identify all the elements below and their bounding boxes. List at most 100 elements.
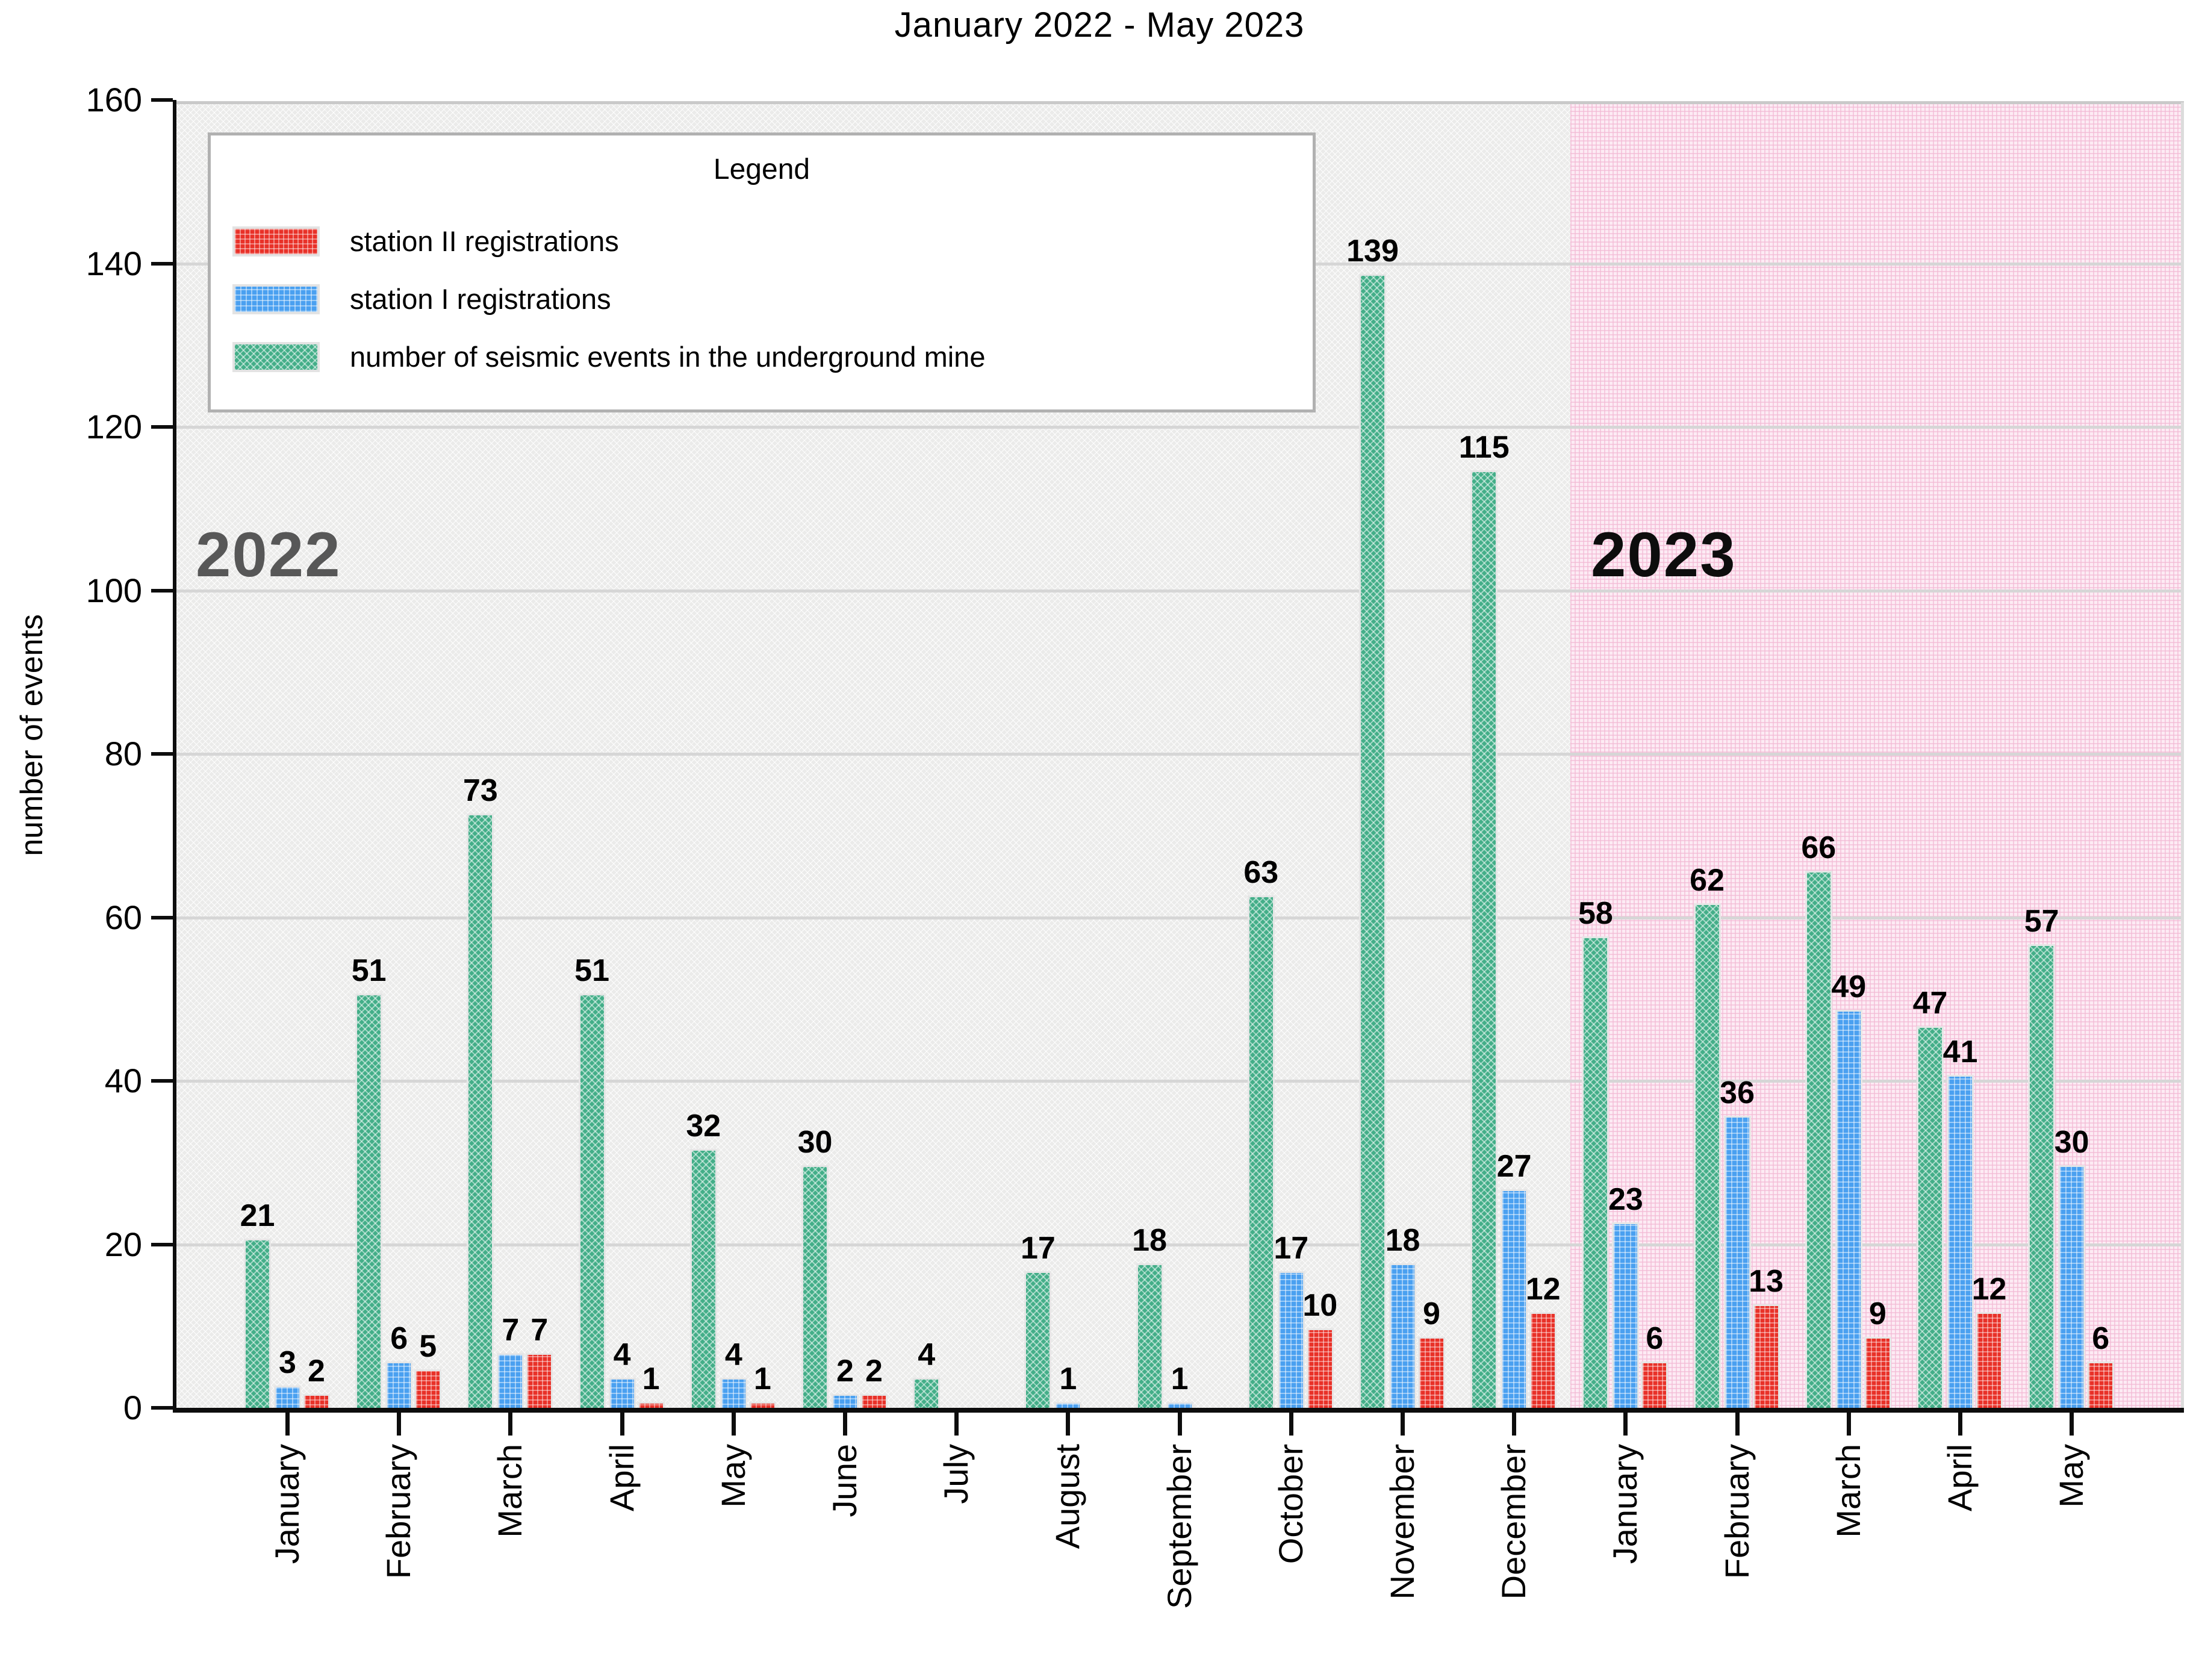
month-label-april-2023: April (1941, 1444, 1979, 1512)
chart-title: January 2022 - May 2023 (894, 5, 1305, 45)
month-label-february-2022: February (379, 1444, 418, 1579)
bar-value-seismic_events-january-2023: 58 (1578, 896, 1613, 931)
bar-value-station_ii-february-2022: 5 (419, 1329, 437, 1364)
bar-station_i-january-2023 (1612, 1222, 1640, 1410)
bar-value-station_ii-april-2022: 1 (642, 1361, 660, 1396)
bar-seismic_events-may-2022 (689, 1149, 717, 1410)
bar-station_i-april-2023 (1947, 1075, 1974, 1410)
bar-seismic_events-october-2022 (1247, 895, 1275, 1410)
gridline-120 (176, 426, 2184, 429)
month-label-may-2022: May (714, 1444, 752, 1508)
bar-value-station_i-september-2022: 1 (1171, 1361, 1189, 1396)
bar-value-seismic_events-february-2023: 62 (1690, 863, 1725, 898)
bar-station_i-september-2022 (1166, 1402, 1193, 1410)
y-axis-line (173, 100, 176, 1413)
bar-value-seismic_events-january-2022: 21 (240, 1198, 275, 1233)
x-axis-tick-5 (843, 1413, 847, 1436)
y-tick-label-100: 100 (86, 571, 142, 609)
bar-value-station_i-january-2023: 23 (1608, 1182, 1643, 1217)
bar-seismic_events-february-2023 (1693, 903, 1721, 1410)
bar-value-station_i-april-2022: 4 (613, 1337, 631, 1372)
x-axis-tick-9 (1289, 1413, 1293, 1436)
month-label-february-2023: February (1717, 1444, 1756, 1579)
bar-value-seismic_events-february-2022: 51 (351, 953, 387, 988)
month-label-october-2022: October (1271, 1444, 1310, 1564)
bar-seismic_events-january-2022 (244, 1239, 271, 1410)
x-axis-tick-11 (1512, 1413, 1517, 1436)
bar-value-station_i-february-2023: 36 (1720, 1075, 1755, 1110)
bar-station_ii-february-2022 (414, 1369, 442, 1410)
bar-station_i-february-2023 (1723, 1116, 1751, 1410)
gridline-80 (176, 753, 2184, 756)
y-tick-label-80: 80 (104, 735, 142, 773)
month-label-september-2022: September (1160, 1444, 1198, 1609)
bar-station_i-march-2023 (1835, 1010, 1862, 1410)
bar-seismic_events-march-2022 (467, 814, 494, 1410)
x-axis-tick-16 (2070, 1413, 2074, 1436)
year-label-2023: 2023 (1591, 520, 1737, 590)
bar-value-seismic_events-march-2023: 66 (1801, 830, 1837, 865)
y-axis-tick-160 (151, 98, 173, 102)
bar-station_i-may-2022 (720, 1378, 747, 1410)
month-label-july-2022: July (937, 1444, 975, 1504)
bar-value-station_i-november-2022: 18 (1385, 1223, 1420, 1258)
x-axis-tick-3 (620, 1413, 624, 1436)
bar-value-station_ii-march-2022: 7 (530, 1313, 549, 1348)
x-axis-tick-15 (1958, 1413, 1962, 1436)
bar-value-station_ii-october-2022: 10 (1302, 1288, 1338, 1323)
month-label-april-2022: April (602, 1444, 641, 1512)
legend-row-station-ii: station II registrations (232, 226, 1313, 257)
y-tick-label-20: 20 (104, 1225, 142, 1263)
bar-station_i-march-2022 (497, 1353, 524, 1410)
legend-row-station-i: station I registrations (232, 284, 1313, 315)
y-axis-tick-80 (151, 752, 173, 756)
bar-value-station_i-may-2023: 30 (2054, 1125, 2089, 1160)
bar-value-station_i-march-2022: 7 (502, 1313, 520, 1348)
y-axis-title: number of events (14, 614, 49, 856)
bar-value-seismic_events-june-2022: 30 (797, 1125, 833, 1160)
y-axis-tick-0 (151, 1406, 173, 1410)
bar-value-station_i-january-2022: 3 (279, 1345, 296, 1380)
legend-label-seismic-events: number of seismic events in the undergro… (350, 341, 986, 373)
bar-seismic_events-september-2022 (1136, 1263, 1163, 1410)
legend-label-station-ii: station II registrations (350, 225, 619, 257)
bar-value-station_i-october-2022: 17 (1274, 1231, 1309, 1266)
y-tick-label-140: 140 (86, 244, 142, 282)
gridline-100 (176, 589, 2184, 593)
bar-value-station_i-may-2022: 4 (724, 1337, 742, 1372)
bar-station_ii-november-2022 (1418, 1337, 1445, 1410)
x-axis-tick-6 (954, 1413, 959, 1436)
bar-value-station_i-august-2022: 1 (1059, 1361, 1077, 1396)
bar-station_ii-december-2022 (1529, 1312, 1557, 1410)
bar-value-seismic_events-november-2022: 139 (1346, 234, 1399, 269)
x-axis-tick-4 (731, 1413, 736, 1436)
x-axis-tick-0 (285, 1413, 290, 1436)
bar-value-seismic_events-july-2022: 4 (918, 1337, 936, 1372)
bar-seismic_events-july-2022 (913, 1378, 941, 1410)
bar-value-station_ii-february-2023: 13 (1749, 1264, 1784, 1299)
bar-station_ii-may-2022 (748, 1402, 776, 1410)
bar-value-seismic_events-august-2022: 17 (1020, 1231, 1056, 1266)
bar-value-seismic_events-may-2023: 57 (2024, 904, 2059, 939)
gridline-60 (176, 916, 2184, 919)
y-axis-tick-40 (151, 1079, 173, 1083)
bar-station_i-october-2022 (1277, 1271, 1305, 1410)
month-label-january-2023: January (1606, 1444, 1644, 1564)
bar-seismic_events-may-2023 (2028, 944, 2056, 1410)
legend-row-seismic-events: number of seismic events in the undergro… (232, 341, 1313, 373)
x-axis-tick-10 (1401, 1413, 1405, 1436)
bar-value-station_ii-june-2022: 2 (865, 1354, 883, 1389)
y-tick-label-0: 0 (123, 1389, 142, 1426)
y-axis-tick-100 (151, 588, 173, 593)
bar-value-station_i-december-2022: 27 (1496, 1149, 1532, 1184)
bar-value-seismic_events-october-2022: 63 (1243, 855, 1279, 890)
bar-value-station_ii-january-2023: 6 (1646, 1321, 1664, 1356)
bar-value-station_ii-november-2022: 9 (1423, 1296, 1440, 1331)
bar-station_ii-april-2022 (637, 1402, 665, 1410)
y-tick-label-160: 160 (86, 81, 142, 119)
month-label-january-2022: January (268, 1444, 306, 1564)
legend-title: Legend (713, 154, 810, 185)
gridline-40 (176, 1080, 2184, 1083)
bar-station_i-february-2022 (385, 1361, 413, 1410)
bar-station_i-may-2023 (2058, 1165, 2086, 1410)
